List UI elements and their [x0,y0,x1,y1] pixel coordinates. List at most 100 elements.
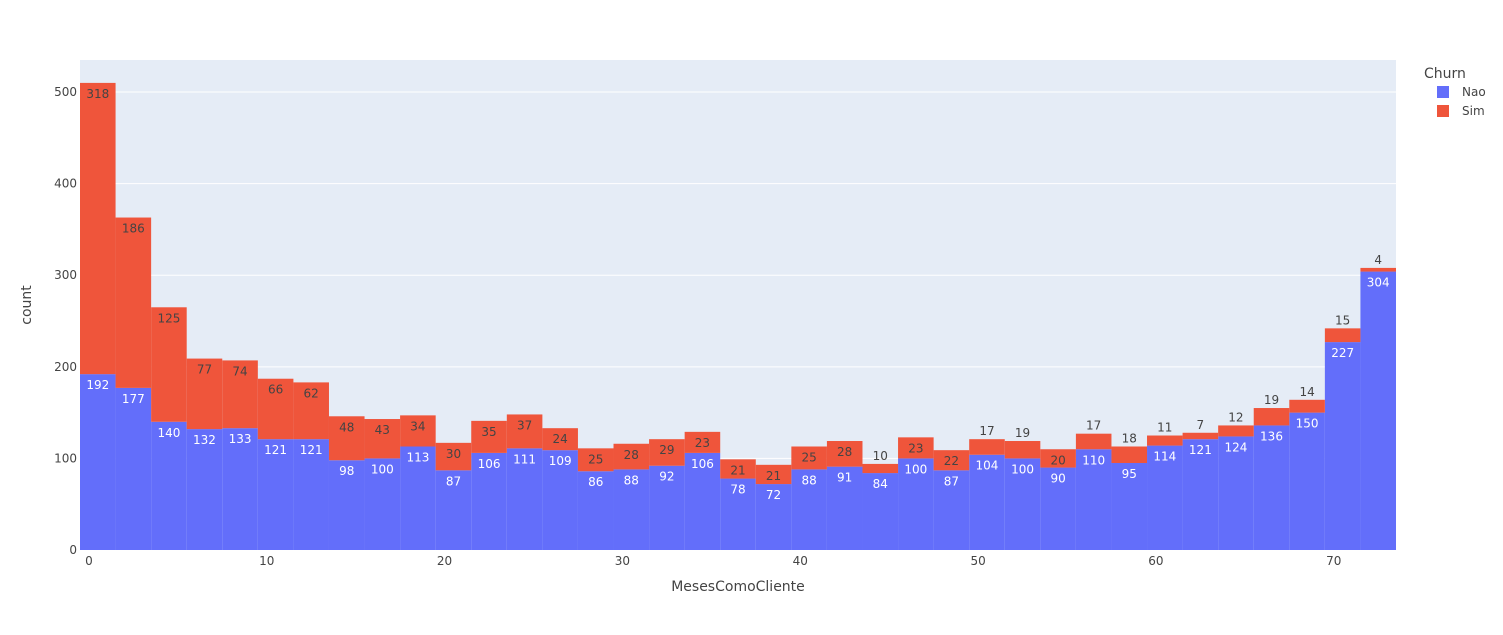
bar-sim [506,414,543,449]
bar-label-sim: 21 [766,469,781,483]
legend-swatch-sim [1437,105,1449,117]
x-tick-label: 30 [615,554,630,568]
y-tick-labels: 0 100 200 300 400 500 [54,85,77,557]
bar-nao [328,460,365,550]
bar-label-sim: 77 [197,363,212,377]
bar-sim [898,437,934,459]
bar-label-nao: 121 [300,443,323,457]
bar-sim [933,450,970,471]
bar-sim [471,420,507,453]
bar-sim [115,217,152,388]
bar-nao [826,466,863,550]
bar-label-sim: 23 [695,436,710,450]
bar-label-nao: 110 [1082,453,1105,467]
bar-sim [577,448,614,472]
bar-label-sim: 12 [1228,410,1243,424]
bar-sim [755,464,792,485]
bar-nao [684,452,721,550]
bar-label-nao: 84 [873,477,888,491]
legend-items: Nao Sim [1437,85,1486,118]
bar-label-sim: 19 [1264,393,1279,407]
bar-sim [862,463,899,474]
bar-label-nao: 177 [122,392,145,406]
bar-label-sim: 25 [588,452,603,466]
bar-label-nao: 90 [1050,472,1065,486]
bar-label-nao: 95 [1122,467,1137,481]
bar-label-nao: 150 [1296,417,1319,431]
bar-label-sim: 18 [1122,432,1137,446]
bar-nao [1004,458,1041,550]
x-axis-label: MesesComoCliente [671,579,805,595]
bar-sim [400,415,436,447]
x-tick-label: 60 [1148,554,1163,568]
bar-label-sim: 66 [268,383,283,397]
bar-label-sim: 48 [339,420,354,434]
bar-label-nao: 304 [1367,276,1390,290]
bar-sim [613,443,650,470]
x-tick-label: 0 [85,554,93,568]
bar-label-nao: 109 [549,454,572,468]
bar-label-nao: 132 [193,433,216,447]
bar-label-sim: 318 [86,87,109,101]
bar-label-sim: 17 [979,424,994,438]
bar-label-sim: 43 [375,423,390,437]
bar-label-sim: 14 [1299,385,1314,399]
bar-nao [1075,449,1112,550]
bar-nao [969,454,1005,550]
bar-label-sim: 25 [801,451,816,465]
bar-label-nao: 88 [801,473,816,487]
bar-label-nao: 227 [1331,346,1354,360]
bar-nao [1360,271,1396,550]
bar-sim [720,459,756,479]
bar-label-nao: 114 [1153,450,1176,464]
bar-sim [1324,328,1361,343]
bar-label-sim: 28 [837,445,852,459]
bar-nao [293,439,329,550]
bar-label-nao: 78 [730,483,745,497]
y-tick-label: 200 [54,360,77,374]
bar-sim [1111,446,1148,463]
bar-sim [1182,432,1219,440]
bar-label-sim: 62 [304,386,319,400]
bar-label-nao: 104 [976,459,999,473]
bar-label-sim: 4 [1374,253,1382,267]
bar-label-nao: 91 [837,471,852,485]
bar-label-sim: 10 [873,449,888,463]
bar-label-nao: 87 [446,474,461,488]
legend-swatch-nao [1437,86,1449,98]
bar-sim [293,382,329,440]
bar-label-nao: 106 [478,457,501,471]
bar-label-nao: 86 [588,475,603,489]
bar-label-nao: 192 [86,378,109,392]
bar-nao [364,458,401,550]
bar-label-sim: 17 [1086,419,1101,433]
bar-label-sim: 28 [624,448,639,462]
bar-nao [1253,425,1290,550]
bar-nao [400,446,436,550]
bar-label-nao: 100 [1011,462,1034,476]
bar-sim [826,441,863,467]
bar-label-sim: 125 [157,311,180,325]
y-tick-label: 300 [54,268,77,282]
bar-label-sim: 23 [908,441,923,455]
bar-label-sim: 15 [1335,313,1350,327]
bar-label-nao: 98 [339,464,354,478]
bar-nao [1182,439,1219,550]
bar-label-sim: 22 [944,454,959,468]
y-tick-label: 0 [69,543,77,557]
bar-nao [471,452,507,550]
bar-label-sim: 29 [659,443,674,457]
bar-nao [151,421,187,550]
bar-label-sim: 34 [410,419,425,433]
bar-label-sim: 74 [232,364,247,378]
legend: Churn Nao Sim [1424,66,1486,118]
bar-sim [1075,433,1112,450]
bar-nao [115,387,152,550]
bar-nao [435,470,472,550]
bar-sim [969,439,1005,455]
bar-label-sim: 20 [1050,453,1065,467]
bar-label-sim: 24 [553,432,568,446]
bar-nao [1324,342,1361,550]
bar-label-sim: 37 [517,418,532,432]
